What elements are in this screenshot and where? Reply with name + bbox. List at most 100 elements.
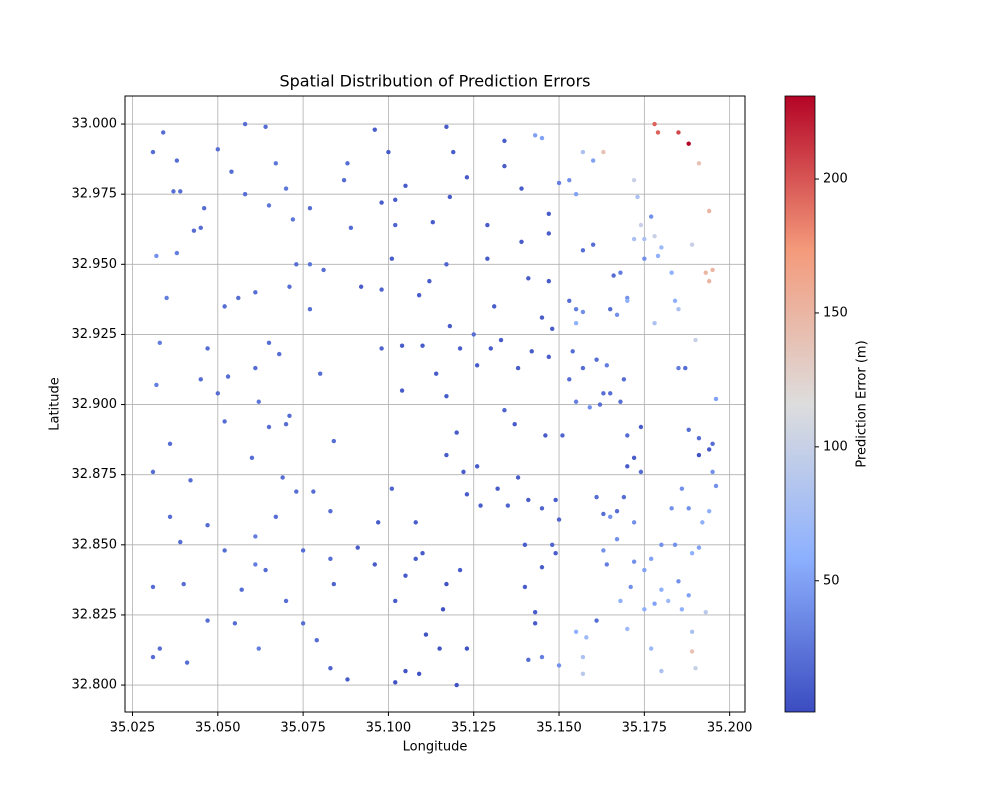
point bbox=[427, 278, 432, 284]
point bbox=[642, 607, 647, 612]
point bbox=[631, 455, 637, 461]
point bbox=[522, 542, 528, 548]
point bbox=[201, 206, 207, 211]
point bbox=[311, 489, 316, 494]
point bbox=[621, 377, 627, 382]
point bbox=[618, 270, 623, 275]
y-axis-label: Latitude bbox=[48, 377, 63, 431]
point bbox=[713, 396, 719, 402]
point bbox=[167, 514, 173, 519]
point bbox=[515, 365, 521, 371]
point bbox=[594, 494, 599, 500]
y-tick-label: 33.000 bbox=[72, 117, 118, 132]
point bbox=[696, 545, 702, 550]
colorbar-tick-label: 200 bbox=[823, 172, 848, 187]
point bbox=[614, 508, 620, 514]
point bbox=[689, 629, 695, 634]
point bbox=[375, 520, 381, 525]
point bbox=[703, 609, 708, 615]
point bbox=[266, 424, 272, 430]
point bbox=[215, 147, 221, 152]
point bbox=[191, 228, 197, 233]
point bbox=[464, 492, 470, 497]
point bbox=[614, 537, 620, 542]
point bbox=[539, 654, 545, 660]
point bbox=[642, 567, 647, 573]
point bbox=[485, 256, 490, 261]
point bbox=[290, 217, 296, 222]
point bbox=[355, 545, 360, 550]
point bbox=[686, 506, 691, 511]
point bbox=[611, 273, 616, 278]
point bbox=[444, 393, 449, 399]
point bbox=[164, 295, 169, 301]
point bbox=[676, 130, 681, 135]
point bbox=[188, 478, 193, 483]
point bbox=[580, 149, 586, 155]
point bbox=[437, 646, 442, 651]
point bbox=[628, 584, 633, 590]
point bbox=[625, 433, 630, 438]
point bbox=[556, 517, 562, 522]
point bbox=[471, 332, 476, 337]
point bbox=[249, 455, 255, 461]
point bbox=[328, 666, 333, 671]
point bbox=[294, 489, 299, 494]
point bbox=[594, 618, 599, 623]
point bbox=[161, 130, 166, 135]
point bbox=[317, 371, 323, 376]
point bbox=[403, 183, 408, 188]
point bbox=[341, 177, 347, 183]
point bbox=[198, 225, 203, 231]
point bbox=[601, 511, 606, 517]
x-tick-label: 35.150 bbox=[536, 721, 582, 736]
point bbox=[154, 382, 159, 388]
point bbox=[556, 180, 562, 186]
point bbox=[659, 245, 664, 250]
point bbox=[372, 562, 377, 567]
point bbox=[399, 388, 405, 393]
point bbox=[300, 621, 306, 626]
point bbox=[706, 278, 712, 284]
point bbox=[474, 363, 480, 368]
point bbox=[608, 514, 613, 519]
point bbox=[174, 250, 180, 256]
point bbox=[154, 253, 159, 259]
point bbox=[345, 161, 350, 166]
point bbox=[679, 607, 685, 612]
point bbox=[573, 321, 579, 326]
y-tick-label: 32.875 bbox=[72, 467, 118, 482]
point bbox=[686, 427, 691, 433]
point bbox=[222, 419, 227, 424]
point bbox=[273, 161, 279, 166]
point bbox=[669, 506, 674, 511]
point bbox=[393, 598, 398, 604]
point bbox=[379, 346, 384, 351]
point bbox=[379, 287, 384, 292]
point bbox=[631, 559, 637, 564]
point bbox=[526, 276, 531, 281]
point bbox=[215, 391, 221, 396]
point bbox=[478, 503, 483, 508]
point bbox=[652, 121, 657, 127]
point bbox=[567, 377, 572, 382]
point bbox=[689, 649, 695, 654]
point bbox=[590, 242, 596, 247]
point bbox=[389, 486, 395, 491]
point bbox=[580, 309, 586, 315]
point bbox=[601, 548, 606, 553]
point bbox=[416, 292, 422, 298]
point bbox=[573, 191, 579, 197]
point bbox=[529, 349, 534, 354]
point bbox=[573, 629, 579, 634]
point bbox=[444, 452, 449, 458]
point bbox=[454, 430, 459, 435]
point bbox=[236, 295, 241, 301]
point bbox=[546, 278, 551, 284]
point bbox=[689, 242, 695, 247]
colorbar-tick-label: 50 bbox=[823, 573, 840, 588]
point bbox=[590, 158, 596, 163]
point bbox=[580, 365, 586, 371]
point bbox=[618, 598, 623, 604]
